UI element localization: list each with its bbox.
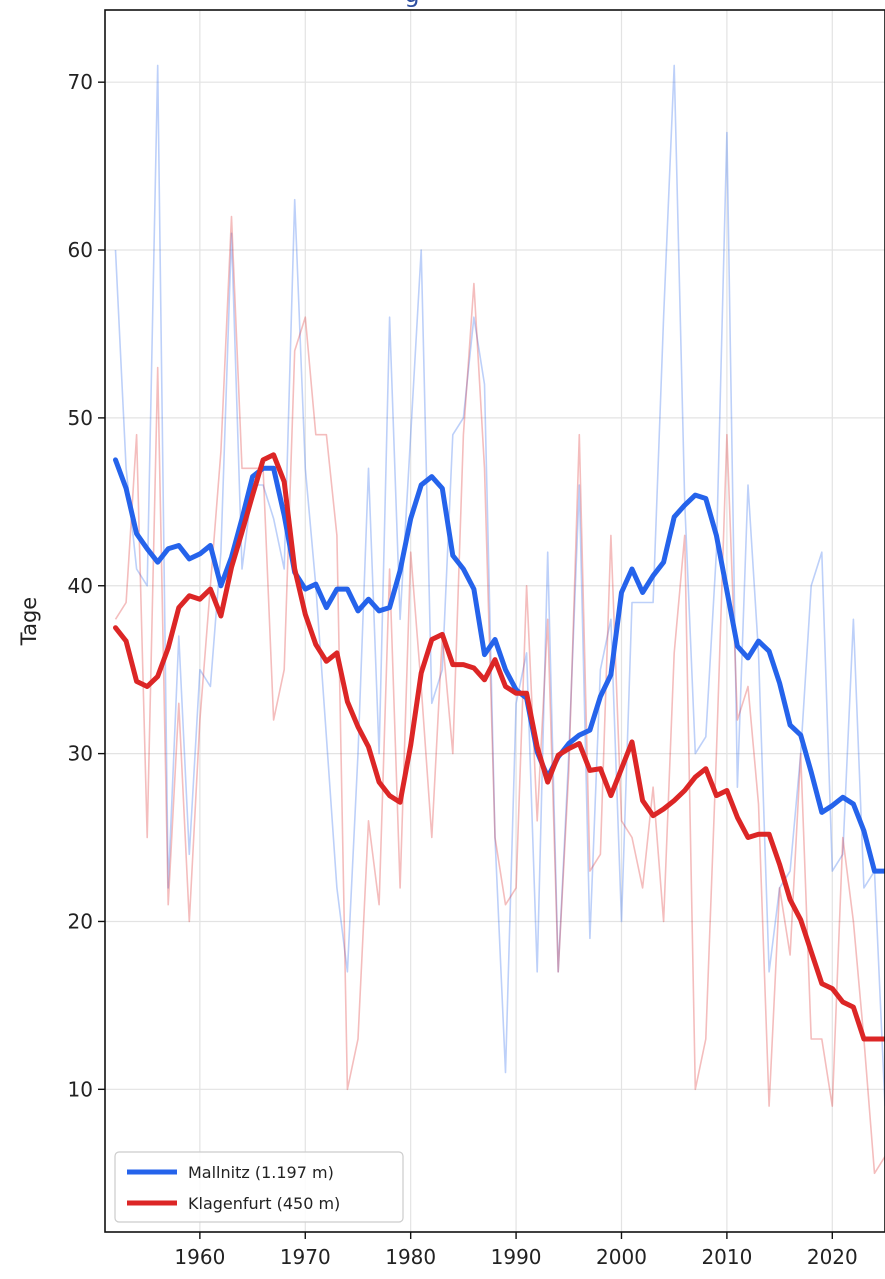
legend-entry-mallnitz: Mallnitz (1.197 m)	[188, 1163, 334, 1182]
plot-frame	[104, 9, 885, 1233]
y-axis-label: Tage	[17, 597, 41, 646]
x-tick-label-1960: 1960	[174, 1245, 225, 1269]
x-tick-label-2000: 2000	[596, 1245, 647, 1269]
y-tick-label-20: 20	[68, 909, 93, 933]
axis-ticks: 1960 1970 1980 1990 2000 2010 2020 10 20 30 40 50 60…	[68, 70, 858, 1269]
trend-line-series-0	[113, 457, 885, 874]
trend-line-series-1	[113, 452, 885, 1042]
x-tick-label-2010: 2010	[701, 1245, 752, 1269]
legend-box	[114, 1151, 404, 1223]
x-tick-label-2020: 2020	[807, 1245, 858, 1269]
y-tick-label-60: 60	[68, 238, 93, 262]
x-tick-label-1980: 1980	[385, 1245, 436, 1269]
raw-series-lines	[114, 64, 885, 1175]
trend-series-lines	[113, 452, 885, 1042]
x-tick-label-1970: 1970	[280, 1245, 331, 1269]
raw-line-series-0	[114, 64, 885, 1107]
y-tick-label-40: 40	[68, 574, 93, 598]
grid	[105, 10, 885, 1232]
raw-line-series-1	[114, 215, 885, 1175]
y-tick-label-30: 30	[68, 742, 93, 766]
chart-title-fragment: g	[404, 0, 419, 8]
y-tick-label-50: 50	[68, 406, 93, 430]
y-tick-label-70: 70	[68, 70, 93, 94]
legend: Mallnitz (1.197 m) Klagenfurt (450 m)	[114, 1151, 404, 1223]
y-tick-label-10: 10	[68, 1077, 93, 1101]
x-tick-label-1990: 1990	[491, 1245, 542, 1269]
legend-entry-klagenfurt: Klagenfurt (450 m)	[188, 1194, 340, 1213]
